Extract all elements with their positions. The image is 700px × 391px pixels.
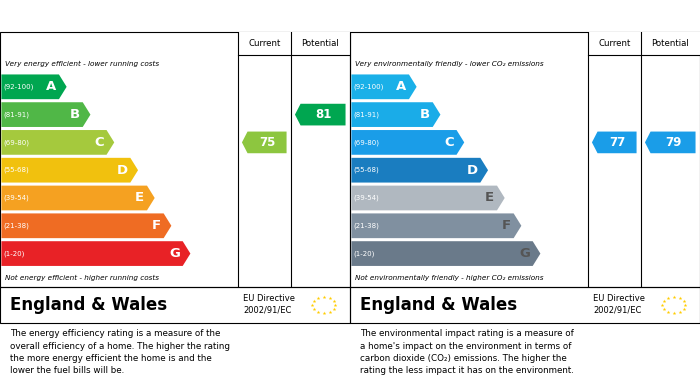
Polygon shape bbox=[592, 131, 636, 153]
Text: (92-100): (92-100) bbox=[4, 84, 34, 90]
Polygon shape bbox=[242, 131, 286, 153]
Text: (39-54): (39-54) bbox=[354, 195, 379, 201]
Bar bbox=[238, 32, 290, 54]
Text: (69-80): (69-80) bbox=[4, 139, 29, 146]
Polygon shape bbox=[351, 158, 488, 183]
Polygon shape bbox=[351, 213, 522, 238]
Polygon shape bbox=[351, 241, 540, 266]
Text: C: C bbox=[94, 136, 104, 149]
Polygon shape bbox=[1, 241, 190, 266]
Text: Not environmentally friendly - higher CO₂ emissions: Not environmentally friendly - higher CO… bbox=[355, 275, 544, 281]
Text: Very energy efficient - lower running costs: Very energy efficient - lower running co… bbox=[6, 61, 160, 67]
Text: (81-91): (81-91) bbox=[354, 111, 379, 118]
Text: G: G bbox=[169, 247, 180, 260]
Text: (39-54): (39-54) bbox=[4, 195, 29, 201]
Text: EU Directive
2002/91/EC: EU Directive 2002/91/EC bbox=[244, 294, 295, 314]
Polygon shape bbox=[645, 131, 696, 153]
Text: E: E bbox=[135, 192, 144, 204]
Text: 77: 77 bbox=[609, 136, 625, 149]
Polygon shape bbox=[1, 130, 114, 155]
Text: (21-38): (21-38) bbox=[354, 222, 379, 229]
Text: Energy Efficiency Rating: Energy Efficiency Rating bbox=[8, 9, 172, 23]
Text: D: D bbox=[116, 164, 127, 177]
Bar bbox=[640, 32, 700, 54]
Text: G: G bbox=[519, 247, 530, 260]
Text: Potential: Potential bbox=[302, 39, 339, 48]
Text: (69-80): (69-80) bbox=[354, 139, 379, 146]
Text: (81-91): (81-91) bbox=[4, 111, 29, 118]
Text: C: C bbox=[444, 136, 454, 149]
Polygon shape bbox=[351, 102, 440, 127]
Text: Potential: Potential bbox=[652, 39, 689, 48]
Text: Very environmentally friendly - lower CO₂ emissions: Very environmentally friendly - lower CO… bbox=[355, 61, 544, 67]
Text: (1-20): (1-20) bbox=[354, 250, 375, 257]
Text: 75: 75 bbox=[259, 136, 275, 149]
Text: Current: Current bbox=[248, 39, 281, 48]
Text: A: A bbox=[396, 80, 406, 93]
Text: E: E bbox=[485, 192, 494, 204]
Text: F: F bbox=[502, 219, 511, 232]
Polygon shape bbox=[351, 74, 416, 99]
Polygon shape bbox=[351, 130, 464, 155]
Text: 79: 79 bbox=[665, 136, 681, 149]
Text: (21-38): (21-38) bbox=[4, 222, 29, 229]
Bar bbox=[588, 32, 640, 54]
Text: F: F bbox=[152, 219, 161, 232]
Text: A: A bbox=[46, 80, 56, 93]
Text: England & Wales: England & Wales bbox=[10, 296, 167, 314]
Text: (92-100): (92-100) bbox=[354, 84, 384, 90]
Text: Not energy efficient - higher running costs: Not energy efficient - higher running co… bbox=[6, 275, 160, 281]
Text: (1-20): (1-20) bbox=[4, 250, 25, 257]
Polygon shape bbox=[1, 74, 66, 99]
Bar bbox=[290, 32, 350, 54]
Text: (55-68): (55-68) bbox=[4, 167, 29, 174]
Text: (55-68): (55-68) bbox=[354, 167, 379, 174]
Polygon shape bbox=[295, 104, 346, 126]
Polygon shape bbox=[1, 186, 155, 210]
Text: The environmental impact rating is a measure of
a home's impact on the environme: The environmental impact rating is a mea… bbox=[360, 329, 575, 375]
Polygon shape bbox=[351, 186, 505, 210]
Text: EU Directive
2002/91/EC: EU Directive 2002/91/EC bbox=[594, 294, 645, 314]
Polygon shape bbox=[1, 102, 90, 127]
Text: B: B bbox=[420, 108, 430, 121]
Polygon shape bbox=[1, 213, 172, 238]
Polygon shape bbox=[1, 158, 138, 183]
Text: Current: Current bbox=[598, 39, 631, 48]
Text: Environmental Impact (CO₂) Rating: Environmental Impact (CO₂) Rating bbox=[358, 9, 591, 23]
Text: D: D bbox=[466, 164, 477, 177]
Text: 81: 81 bbox=[315, 108, 331, 121]
Text: England & Wales: England & Wales bbox=[360, 296, 517, 314]
Text: B: B bbox=[70, 108, 80, 121]
Text: The energy efficiency rating is a measure of the
overall efficiency of a home. T: The energy efficiency rating is a measur… bbox=[10, 329, 230, 375]
